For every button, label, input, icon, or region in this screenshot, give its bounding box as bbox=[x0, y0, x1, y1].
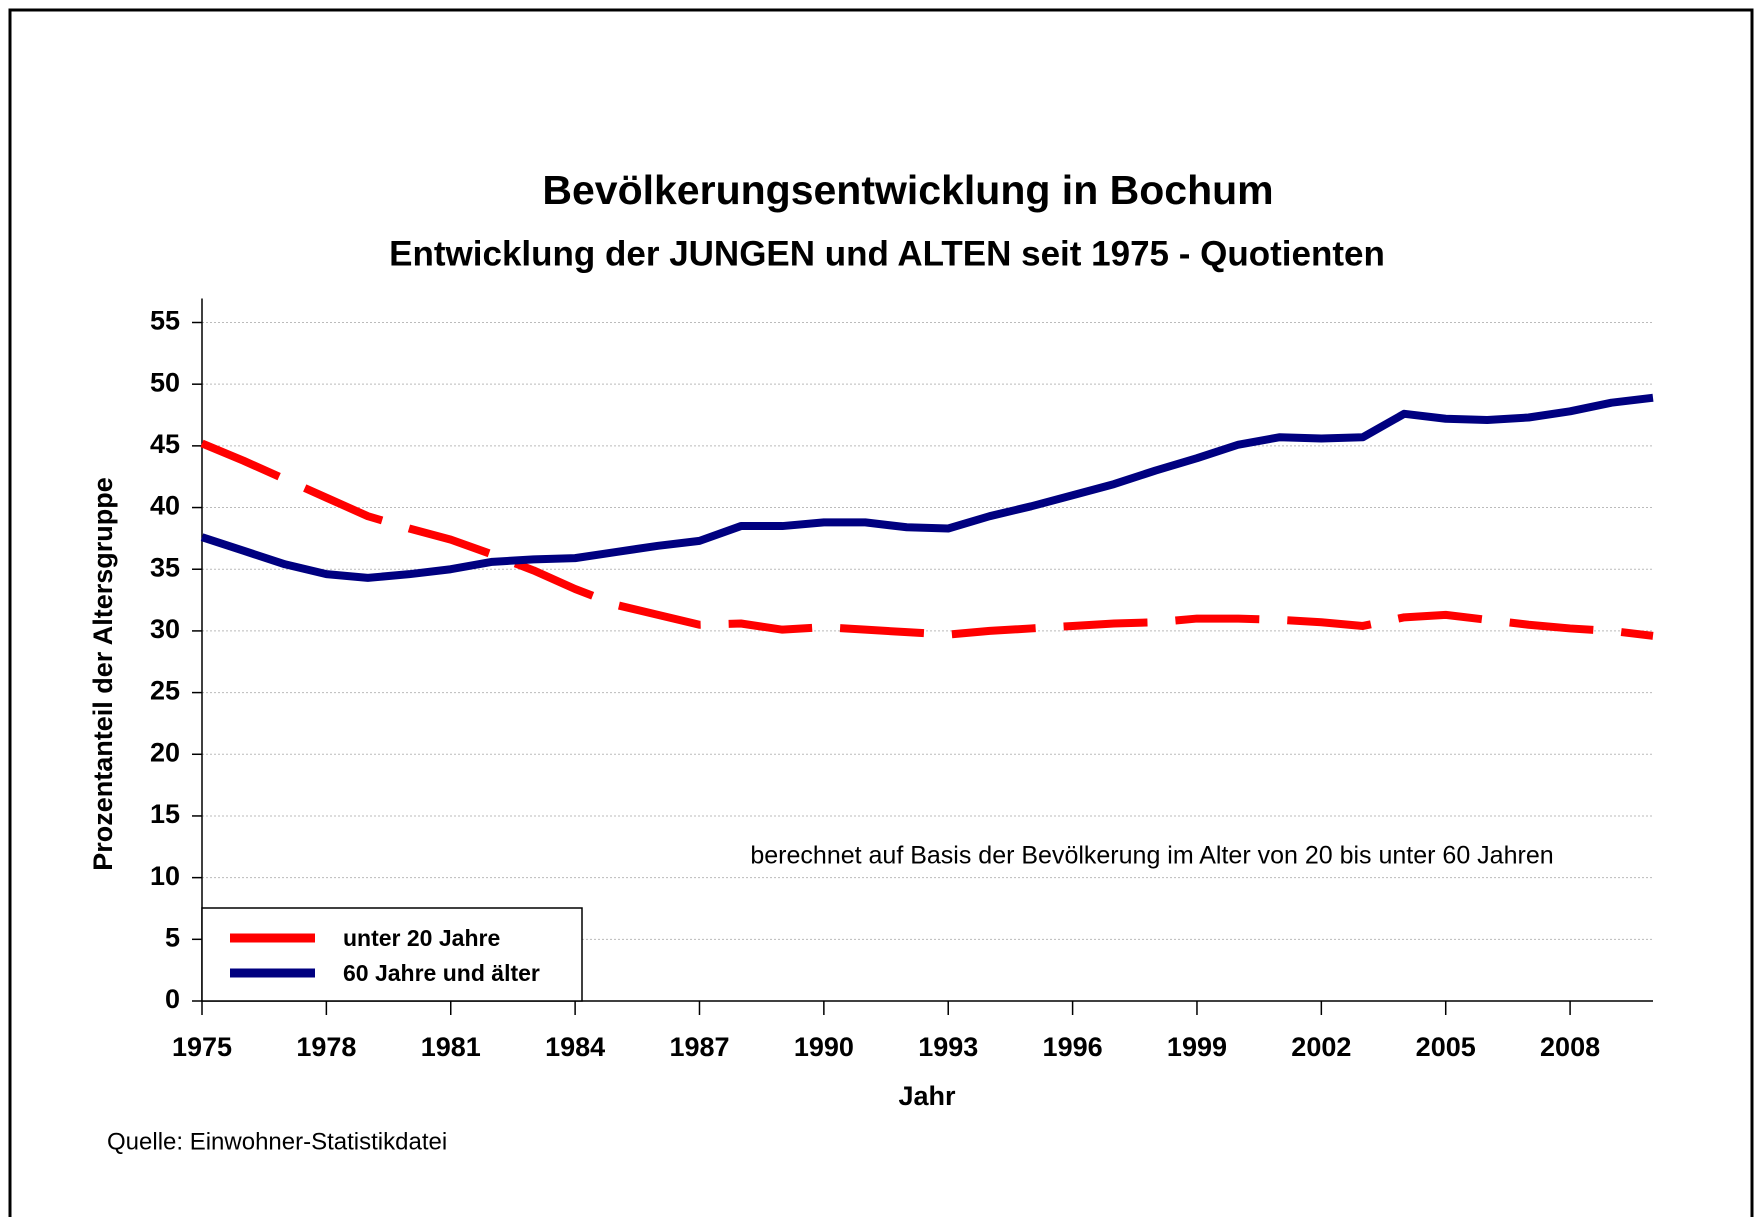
legend-box bbox=[201, 907, 583, 1002]
annotation: berechnet auf Basis der Bevölkerung im A… bbox=[750, 842, 1553, 870]
y-tick-label: 45 bbox=[150, 429, 180, 459]
y-axis-label: Prozentanteil der Altersgruppe bbox=[88, 477, 118, 871]
x-tick-label: 1975 bbox=[172, 1032, 232, 1062]
chart-subtitle: Entwicklung der JUNGEN und ALTEN seit 19… bbox=[389, 234, 1385, 273]
y-tick-label: 50 bbox=[150, 367, 180, 397]
x-tick-label: 1993 bbox=[918, 1032, 978, 1062]
y-tick-label: 55 bbox=[150, 306, 180, 336]
y-tick-label: 5 bbox=[165, 922, 180, 952]
y-tick-label: 15 bbox=[150, 799, 180, 829]
x-axis-label: Jahr bbox=[898, 1081, 956, 1111]
data-line bbox=[200, 393, 1654, 582]
y-tick-label: 35 bbox=[150, 552, 180, 582]
x-tick-label: 1996 bbox=[1043, 1032, 1103, 1062]
y-tick-label: 25 bbox=[150, 676, 180, 706]
x-tick-label: 1987 bbox=[669, 1032, 729, 1062]
x-tick-label: 1981 bbox=[421, 1032, 481, 1062]
y-tick-label: 0 bbox=[165, 984, 180, 1014]
y-tick-label: 10 bbox=[150, 861, 180, 891]
x-tick-label: 1990 bbox=[794, 1032, 854, 1062]
legend-label: unter 20 Jahre bbox=[343, 925, 500, 951]
x-tick-label: 1978 bbox=[296, 1032, 356, 1062]
chart-title: Bevölkerungsentwicklung in Bochum bbox=[542, 167, 1273, 213]
x-tick-label: 2008 bbox=[1540, 1032, 1600, 1062]
x-tick-label: 1999 bbox=[1167, 1032, 1227, 1062]
legend-label: 60 Jahre und älter bbox=[343, 960, 540, 986]
source: Quelle: Einwohner-Statistikdatei bbox=[107, 1128, 447, 1155]
y-tick-label: 20 bbox=[150, 737, 180, 767]
y-tick-label: 40 bbox=[150, 491, 180, 521]
x-tick-label: 1984 bbox=[545, 1032, 605, 1062]
y-tick-label: 30 bbox=[150, 614, 180, 644]
data-line bbox=[200, 439, 1654, 640]
x-tick-label: 2002 bbox=[1291, 1032, 1351, 1062]
x-tick-label: 2005 bbox=[1416, 1032, 1476, 1062]
